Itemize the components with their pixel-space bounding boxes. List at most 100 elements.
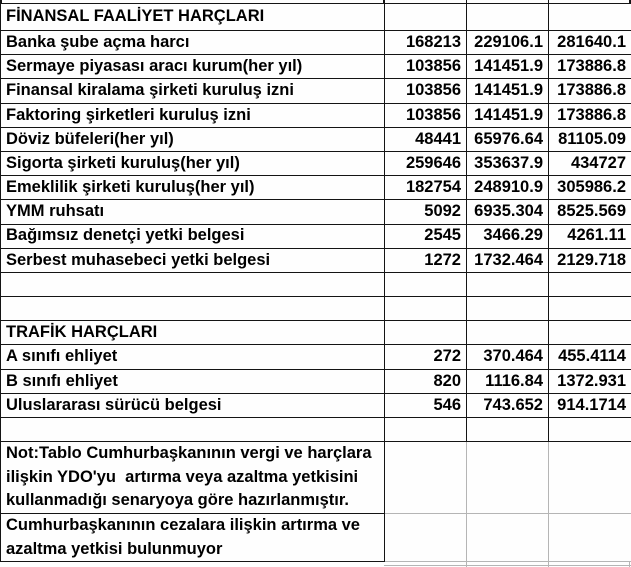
empty-cell[interactable] (548, 296, 631, 322)
fee-value-cell[interactable]: 182754 (384, 175, 467, 201)
fee-label-cell[interactable]: B sınıfı ehliyet (0, 368, 385, 394)
fee-label-cell[interactable]: Banka şube açma harcı (0, 29, 385, 56)
empty-cell[interactable] (0, 296, 385, 322)
fee-value-cell[interactable]: 272 (384, 344, 467, 370)
section-header-row: TRAFİK HARÇLARI (0, 320, 631, 346)
fee-label-cell[interactable]: Sermaye piyasası aracı kurum(her yıl) (0, 54, 385, 80)
fee-label-cell[interactable]: Sigorta şirketi kuruluş(her yıl) (0, 150, 385, 177)
gridline-stub (0, 0, 2, 4)
fee-value-cell[interactable] (384, 320, 467, 346)
fee-value-cell[interactable]: 141451.9 (466, 54, 549, 80)
empty-cell[interactable] (384, 271, 467, 298)
fee-label-cell[interactable]: Döviz büfeleri(her yıl) (0, 126, 385, 152)
fee-label-cell[interactable]: Faktoring şirketleri kuruluş izni (0, 102, 385, 128)
fee-value-cell[interactable]: 353637.9 (466, 150, 549, 177)
empty-cell[interactable] (384, 296, 467, 322)
fee-value-cell[interactable]: 173886.8 (548, 102, 631, 128)
fee-value-cell[interactable]: 2129.718 (548, 247, 631, 273)
empty-cell[interactable] (548, 441, 631, 515)
fee-label-cell[interactable]: Uluslararası sürücü belgesi (0, 392, 385, 419)
fee-value-cell[interactable] (466, 3, 549, 31)
gridline-stub (383, 0, 385, 4)
fee-value-cell[interactable]: 8525.569 (548, 199, 631, 225)
table-row: Döviz büfeleri(her yıl) 48441 65976.64 8… (0, 126, 631, 152)
empty-cell[interactable] (548, 416, 631, 443)
empty-cell[interactable] (384, 513, 467, 563)
fee-value-cell[interactable]: 141451.9 (466, 78, 549, 104)
fee-value-cell[interactable]: 743.652 (466, 392, 549, 419)
empty-cell[interactable] (466, 441, 549, 515)
empty-row (0, 416, 631, 443)
fee-value-cell[interactable]: 1732.464 (466, 247, 549, 273)
fee-value-cell[interactable] (548, 320, 631, 346)
note-line: Not:Tablo Cumhurbaşkanının vergi ve harç… (6, 444, 372, 463)
note-line: kullanmadığı senaryoya göre hazırlanmışt… (6, 491, 349, 510)
gridline-stub (384, 565, 631, 566)
fee-value-cell[interactable] (466, 320, 549, 346)
fee-value-cell[interactable]: 103856 (384, 54, 467, 80)
note-line: azaltma yetkisi bulunmuyor (6, 539, 223, 558)
gridline-stub (547, 0, 549, 4)
fee-value-cell[interactable]: 103856 (384, 102, 467, 128)
fee-value-cell[interactable]: 434727 (548, 150, 631, 177)
fee-value-cell[interactable]: 6935.304 (466, 199, 549, 225)
gridline-stub (465, 562, 467, 567)
table-row: Bağımsız denetçi yetki belgesi 2545 3466… (0, 223, 631, 249)
fee-label-cell[interactable]: Emeklilik şirketi kuruluş(her yıl) (0, 175, 385, 201)
fee-value-cell[interactable]: 914.1714 (548, 392, 631, 419)
fee-label-cell[interactable]: Serbest muhasebeci yetki belgesi (0, 247, 385, 273)
fee-value-cell[interactable]: 4261.11 (548, 223, 631, 249)
fee-value-cell[interactable]: 546 (384, 392, 467, 419)
fee-value-cell[interactable]: 173886.8 (548, 54, 631, 80)
fee-value-cell[interactable]: 5092 (384, 199, 467, 225)
empty-cell[interactable] (548, 513, 631, 563)
fee-value-cell[interactable]: 281640.1 (548, 29, 631, 56)
fee-label-cell[interactable]: A sınıfı ehliyet (0, 344, 385, 370)
empty-cell[interactable] (0, 271, 385, 298)
empty-cell[interactable] (466, 271, 549, 298)
fee-value-cell[interactable]: 65976.64 (466, 126, 549, 152)
empty-cell[interactable] (0, 416, 385, 443)
table-row: Serbest muhasebeci yetki belgesi 1272 17… (0, 247, 631, 273)
gridline-stub (629, 562, 630, 567)
fee-value-cell[interactable]: 141451.9 (466, 102, 549, 128)
fee-value-cell[interactable]: 259646 (384, 150, 467, 177)
fee-value-cell[interactable]: 229106.1 (466, 29, 549, 56)
empty-cell[interactable] (548, 271, 631, 298)
fee-label-cell[interactable]: Finansal kiralama şirketi kuruluş izni (0, 78, 385, 104)
section-title-cell[interactable]: TRAFİK HARÇLARI (0, 320, 385, 346)
fee-value-cell[interactable]: 173886.8 (548, 78, 631, 104)
fee-value-cell[interactable]: 248910.9 (466, 175, 549, 201)
table-row: A sınıfı ehliyet 272 370.464 455.4114 (0, 344, 631, 370)
note-row: Not:Tablo Cumhurbaşkanının vergi ve harç… (0, 441, 631, 515)
fee-label-cell[interactable]: Bağımsız denetçi yetki belgesi (0, 223, 385, 249)
empty-cell[interactable] (466, 513, 549, 563)
fee-label-cell[interactable]: YMM ruhsatı (0, 199, 385, 225)
fee-value-cell[interactable] (384, 3, 467, 31)
note-cell[interactable]: Cumhurbaşkanının cezalara ilişkin artırm… (0, 513, 385, 563)
fee-value-cell[interactable]: 370.464 (466, 344, 549, 370)
empty-cell[interactable] (466, 296, 549, 322)
fee-value-cell[interactable]: 455.4114 (548, 344, 631, 370)
empty-cell[interactable] (384, 416, 467, 443)
fee-value-cell[interactable]: 305986.2 (548, 175, 631, 201)
note-cell[interactable]: Not:Tablo Cumhurbaşkanının vergi ve harç… (0, 441, 385, 515)
fee-value-cell[interactable]: 1372.931 (548, 368, 631, 394)
fee-value-cell[interactable]: 81105.09 (548, 126, 631, 152)
fees-table: FİNANSAL FAALİYET HARÇLARI Banka şube aç… (0, 3, 631, 563)
table-row: B sınıfı ehliyet 820 1116.84 1372.931 (0, 368, 631, 394)
fee-value-cell[interactable]: 820 (384, 368, 467, 394)
empty-cell[interactable] (384, 441, 467, 515)
fee-value-cell[interactable]: 3466.29 (466, 223, 549, 249)
fee-value-cell[interactable] (548, 3, 631, 31)
fee-value-cell[interactable]: 168213 (384, 29, 467, 56)
empty-cell[interactable] (466, 416, 549, 443)
section-title-cell[interactable]: FİNANSAL FAALİYET HARÇLARI (0, 3, 385, 31)
gridline-stub (547, 562, 549, 567)
fee-value-cell[interactable]: 2545 (384, 223, 467, 249)
fee-value-cell[interactable]: 48441 (384, 126, 467, 152)
fee-value-cell[interactable]: 103856 (384, 78, 467, 104)
fee-value-cell[interactable]: 1116.84 (466, 368, 549, 394)
fee-value-cell[interactable]: 1272 (384, 247, 467, 273)
